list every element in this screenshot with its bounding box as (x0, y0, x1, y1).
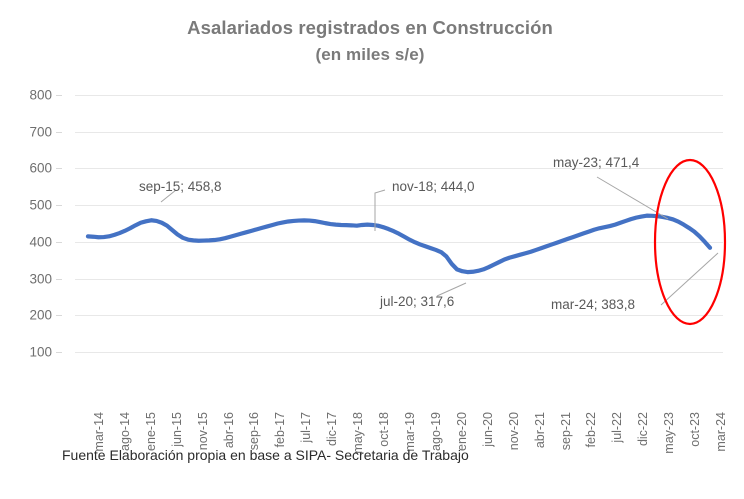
y-axis-tick-mark (56, 205, 62, 207)
gridline (75, 131, 723, 133)
annotation-mar24: mar-24; 383,8 (551, 297, 636, 312)
gridline (75, 315, 723, 317)
y-axis-tick-label: 700 (29, 124, 52, 140)
gridline (75, 95, 723, 96)
y-axis-tick-label: 800 (29, 87, 52, 103)
gridline (75, 352, 723, 353)
source-note: Fuente Elaboración propia en base a SIPA… (62, 447, 469, 463)
y-axis-tick-label: 300 (29, 271, 52, 287)
leader-line-sep15 (160, 189, 177, 203)
leader-line-nov18 (374, 189, 386, 231)
y-axis-tick-label: 100 (29, 344, 52, 360)
chart-title: Asalariados registrados en Construcción … (60, 14, 680, 68)
gridline (75, 278, 723, 280)
leader-line-jul20 (436, 282, 467, 297)
leader-line-mar24 (660, 252, 719, 306)
y-axis: 800 700 600 500 400 300 200 100 (0, 88, 62, 360)
plot-area (75, 95, 723, 353)
gridline (75, 241, 723, 243)
y-axis-tick-label: 500 (29, 197, 52, 213)
y-axis-tick-mark (56, 168, 62, 170)
annotation-jul20: jul-20; 317,6 (380, 294, 455, 309)
y-axis-tick-mark (56, 352, 62, 353)
annotation-sep15: sep-15; 458,8 (139, 179, 222, 194)
y-axis-tick-label: 200 (29, 307, 52, 323)
chart-subtitle: (en miles s/e) (315, 45, 425, 64)
y-axis-tick-mark (56, 131, 62, 133)
data-series-line (85, 213, 713, 275)
y-axis-tick-mark (56, 241, 62, 243)
gridline (75, 205, 723, 207)
y-axis-tick-mark (56, 278, 62, 280)
annotation-may23: may-23; 471,4 (553, 155, 640, 170)
annotation-nov18: nov-18; 444,0 (392, 179, 475, 194)
y-axis-tick-mark (56, 95, 62, 96)
chart-title-main: Asalariados registrados en Construcción (187, 17, 553, 38)
leader-line-may23 (596, 176, 669, 220)
y-axis-tick-mark (56, 315, 62, 317)
y-axis-tick-label: 400 (29, 234, 52, 250)
highlight-ellipse (653, 158, 727, 326)
y-axis-tick-label: 600 (29, 160, 52, 176)
gridline (75, 168, 723, 170)
